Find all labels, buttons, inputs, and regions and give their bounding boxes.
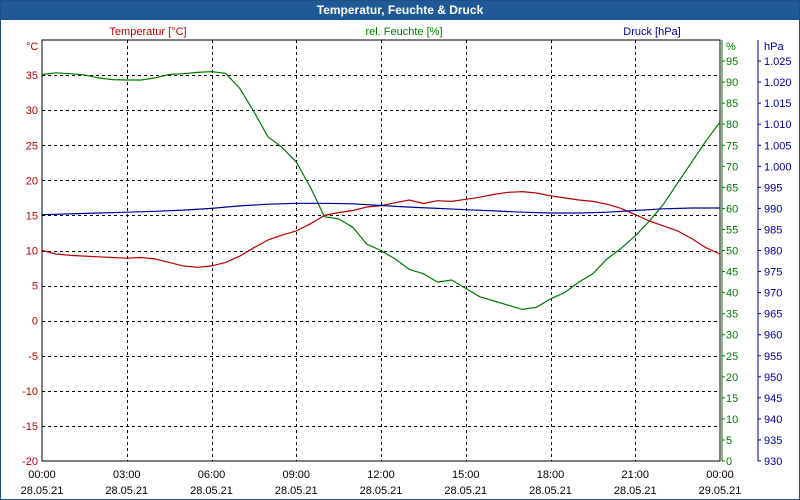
pressure-tick-label: 1.020 — [764, 77, 792, 89]
x-tick-date-label: 28.05.21 — [275, 485, 318, 497]
x-tick-time-label: 21:00 — [621, 469, 649, 481]
temperature-tick-label: -10 — [22, 386, 38, 398]
humidity-tick-label: 40 — [726, 288, 738, 300]
humidity-tick-label: 35 — [726, 309, 738, 321]
pressure-tick-label: 975 — [764, 267, 782, 279]
x-tick-date-label: 28.05.21 — [190, 485, 233, 497]
humidity-tick-label: 80 — [726, 119, 738, 131]
humidity-tick-label: 20 — [726, 372, 738, 384]
pressure-tick-label: 990 — [764, 203, 782, 215]
pressure-tick-label: 935 — [764, 435, 782, 447]
pressure-tick-label: 930 — [764, 456, 782, 468]
temperature-unit-label: °C — [26, 41, 38, 53]
pressure-axis-title: Druck [hPa] — [623, 26, 680, 38]
temperature-tick-label: -5 — [28, 351, 38, 363]
temperature-tick-label: 25 — [26, 140, 38, 152]
humidity-unit-label: % — [726, 41, 736, 53]
temperature-tick-label: 15 — [26, 210, 38, 222]
humidity-tick-label: 15 — [726, 393, 738, 405]
temperature-tick-label: 35 — [26, 70, 38, 82]
x-tick-date-label: 29.05.21 — [699, 485, 742, 497]
temperature-tick-label: 0 — [32, 316, 38, 328]
humidity-tick-label: 10 — [726, 414, 738, 426]
x-tick-time-label: 03:00 — [113, 469, 141, 481]
pressure-series-line — [41, 202, 720, 216]
humidity-axis-title: rel. Feuchte [%] — [365, 26, 442, 38]
humidity-tick-label: 45 — [726, 267, 738, 279]
x-tick-date-label: 28.05.21 — [614, 485, 657, 497]
grid-layer — [41, 39, 721, 462]
temperature-tick-label: 5 — [32, 281, 38, 293]
pressure-tick-label: 940 — [764, 414, 782, 426]
pressure-tick-label: 1.000 — [764, 161, 792, 173]
axes-layer — [721, 40, 761, 462]
x-tick-time-label: 00:00 — [706, 469, 734, 481]
chart-svg: -20 -15 -10 -5 0 5 10 15 20 25 30 35 °C 0 5 10 15 20 25 30 3… — [21, 26, 792, 497]
series-layer — [41, 70, 721, 310]
x-tick-time-label: 15:00 — [452, 469, 480, 481]
humidity-tick-label: 55 — [726, 224, 738, 236]
humidity-tick-label: 70 — [726, 161, 738, 173]
pressure-tick-label: 965 — [764, 309, 782, 321]
humidity-tick-label: 75 — [726, 140, 738, 152]
pressure-tick-label: 1.010 — [764, 119, 792, 131]
pressure-tick-label: 1.025 — [764, 56, 792, 68]
pressure-tick-label: 1.005 — [764, 140, 792, 152]
x-tick-time-label: 12:00 — [367, 469, 395, 481]
x-tick-date-label: 28.05.21 — [444, 485, 487, 497]
x-tick-time-label: 18:00 — [537, 469, 565, 481]
x-tick-date-label: 28.05.21 — [105, 485, 148, 497]
temperature-tick-label: 20 — [26, 175, 38, 187]
humidity-tick-label: 85 — [726, 98, 738, 110]
temperature-tick-label: -15 — [22, 421, 38, 433]
temperature-axis-title: Temperatur [°C] — [109, 26, 186, 38]
temperature-tick-label: -20 — [22, 456, 38, 468]
humidity-tick-label: 95 — [726, 56, 738, 68]
humidity-tick-label: 30 — [726, 330, 738, 342]
humidity-tick-label: 60 — [726, 203, 738, 215]
x-tick-time-label: 00:00 — [28, 469, 56, 481]
humidity-series-line — [41, 70, 721, 310]
pressure-tick-label: 985 — [764, 224, 782, 236]
x-tick-time-label: 09:00 — [282, 469, 310, 481]
pressure-tick-label: 945 — [764, 393, 782, 405]
humidity-tick-label: 25 — [726, 351, 738, 363]
humidity-tick-label: 65 — [726, 182, 738, 194]
pressure-tick-label: 960 — [764, 330, 782, 342]
temperature-tick-label: 30 — [26, 105, 38, 117]
pressure-tick-label: 1.015 — [764, 98, 792, 110]
temperature-tick-label: 10 — [26, 246, 38, 258]
humidity-tick-label: 90 — [726, 77, 738, 89]
x-tick-date-label: 28.05.21 — [21, 485, 64, 497]
humidity-tick-label: 50 — [726, 246, 738, 258]
labels-layer: -20 -15 -10 -5 0 5 10 15 20 25 30 35 °C 0 5 10 15 20 25 30 3… — [21, 26, 792, 497]
pressure-tick-label: 995 — [764, 182, 782, 194]
pressure-tick-label: 955 — [764, 351, 782, 363]
x-tick-date-label: 28.05.21 — [360, 485, 403, 497]
chart-title: Temperatur, Feuchte & Druck — [1, 1, 799, 20]
pressure-tick-label: 950 — [764, 372, 782, 384]
pressure-tick-label: 980 — [764, 246, 782, 258]
pressure-unit-label: hPa — [764, 41, 784, 53]
humidity-tick-label: 0 — [726, 456, 732, 468]
humidity-tick-label: 5 — [726, 435, 732, 447]
pressure-tick-label: 970 — [764, 288, 782, 300]
x-tick-date-label: 28.05.21 — [529, 485, 572, 497]
x-tick-time-label: 06:00 — [198, 469, 226, 481]
